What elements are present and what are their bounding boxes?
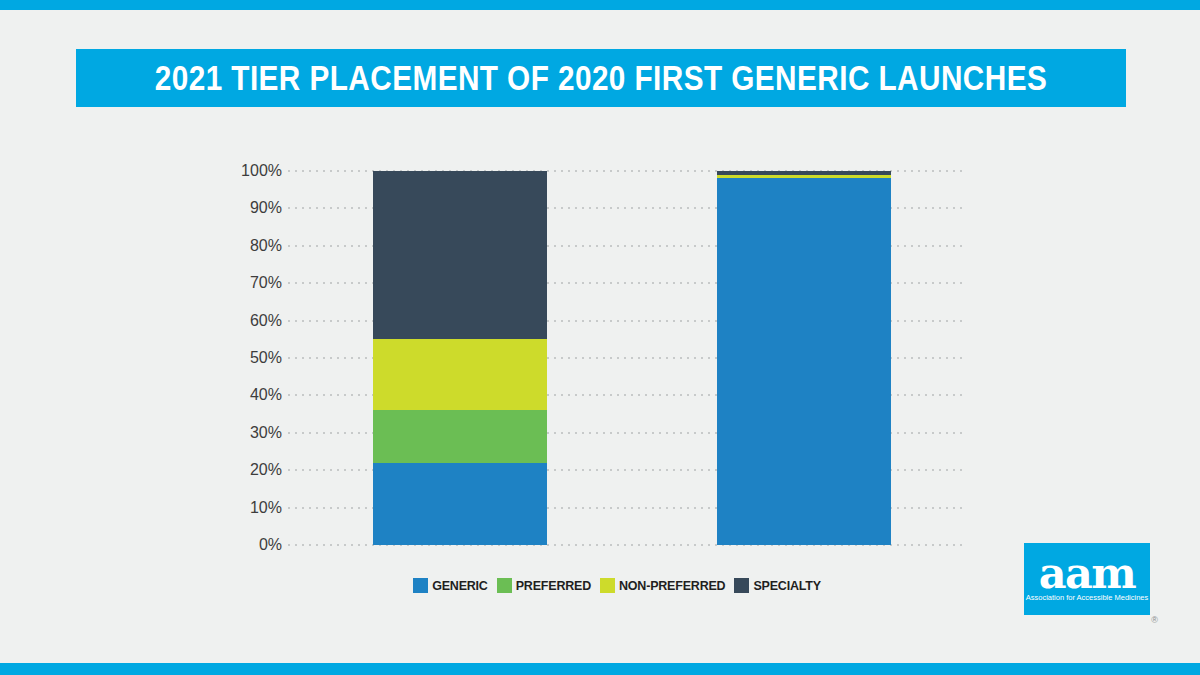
legend-item-specialty: SPECIALTY: [734, 578, 820, 593]
bar-2-segment-generic: [717, 178, 891, 545]
registered-trademark-symbol: ®: [1151, 615, 1158, 625]
legend-label-generic: GENERIC: [432, 579, 488, 593]
legend-item-preferred: PREFERRED: [497, 578, 591, 593]
bar-1-segment-preferred: [373, 410, 547, 462]
title-banner: 2021 TIER PLACEMENT OF 2020 FIRST GENERI…: [76, 49, 1126, 107]
y-tick-40-: 40%: [150, 386, 282, 404]
aam-logo-tagline: Association for Accessible Medicines: [1024, 593, 1150, 602]
y-axis-tick-labels: 0%10%20%30%40%50%60%70%80%90%100%: [150, 171, 282, 545]
aam-logo: aam Association for Accessible Medicines…: [1024, 543, 1150, 615]
legend-swatch-preferred: [497, 578, 512, 593]
legend-label-non-preferred: NON-PREFERRED: [619, 579, 725, 593]
stacked-bar-2: [717, 171, 891, 545]
bar-1-segment-specialty: [373, 171, 547, 339]
stacked-bar-1: [373, 171, 547, 545]
bar-1-segment-generic: [373, 463, 547, 545]
bottom-accent-bar: [0, 663, 1200, 675]
legend-label-preferred: PREFERRED: [516, 579, 591, 593]
legend-swatch-specialty: [734, 578, 749, 593]
y-tick-10-: 10%: [150, 499, 282, 517]
bar-1-segment-non-preferred: [373, 339, 547, 410]
y-tick-0-: 0%: [150, 536, 282, 554]
legend-swatch-generic: [413, 578, 428, 593]
aam-logo-wordmark: aam: [1024, 557, 1150, 589]
y-tick-70-: 70%: [150, 274, 282, 292]
top-accent-bar: [0, 0, 1200, 10]
legend-label-specialty: SPECIALTY: [753, 579, 820, 593]
y-tick-20-: 20%: [150, 461, 282, 479]
y-tick-60-: 60%: [150, 312, 282, 330]
chart-legend: GENERIC PREFERRED NON-PREFERRED SPECIALTY: [17, 578, 1200, 593]
y-tick-50-: 50%: [150, 349, 282, 367]
y-tick-100-: 100%: [150, 162, 282, 180]
y-tick-90-: 90%: [150, 199, 282, 217]
legend-item-generic: GENERIC: [413, 578, 488, 593]
infographic-canvas: 2021 TIER PLACEMENT OF 2020 FIRST GENERI…: [0, 0, 1200, 675]
legend-item-non-preferred: NON-PREFERRED: [600, 578, 725, 593]
page-title: 2021 TIER PLACEMENT OF 2020 FIRST GENERI…: [155, 58, 1047, 98]
y-tick-30-: 30%: [150, 424, 282, 442]
y-tick-80-: 80%: [150, 237, 282, 255]
chart-plot-area: [288, 171, 963, 545]
legend-swatch-non-preferred: [600, 578, 615, 593]
